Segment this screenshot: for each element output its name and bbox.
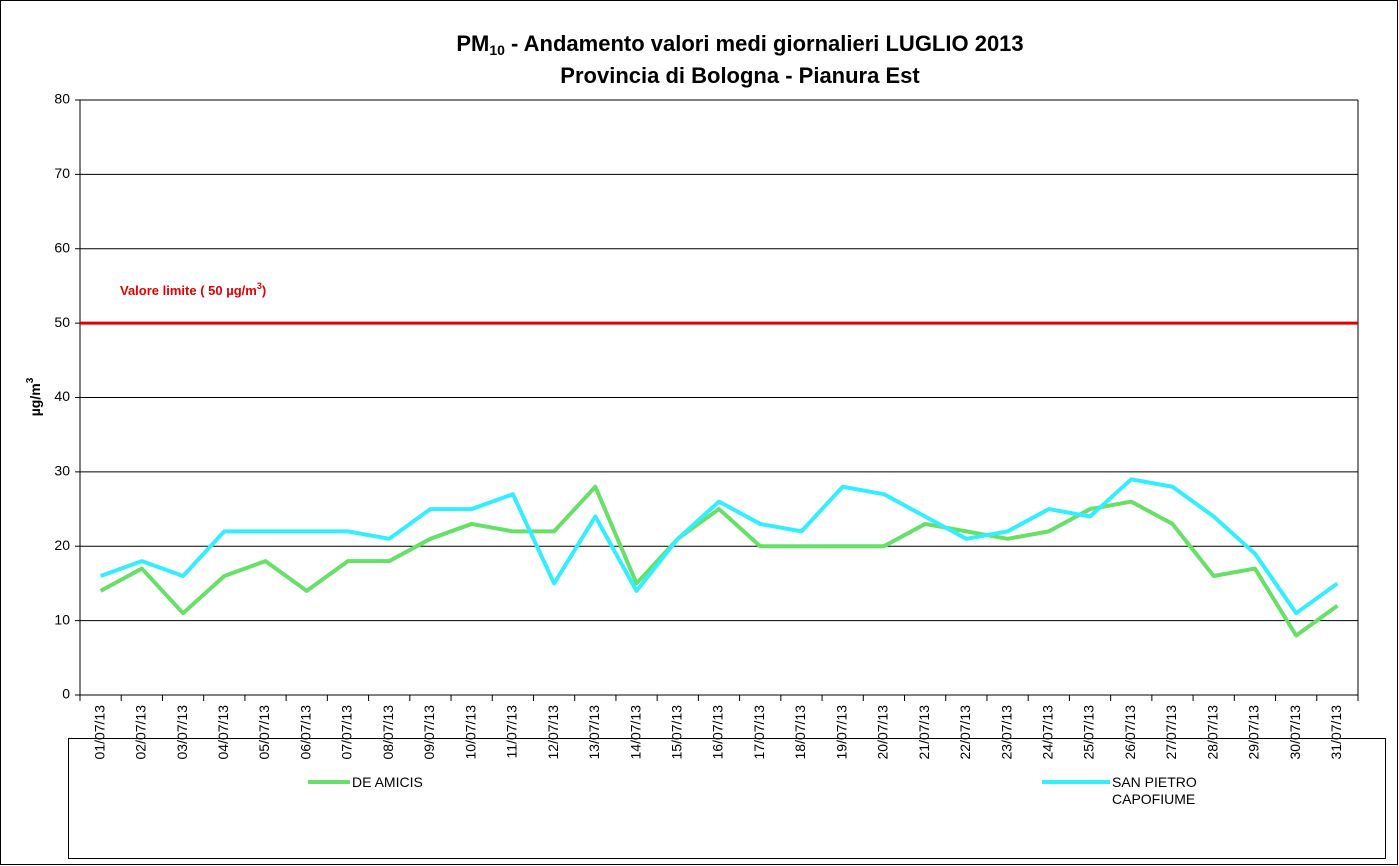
legend-label: DE AMICIS <box>352 774 423 790</box>
limit-label-main: Valore limite ( 50 µg/m <box>120 283 257 298</box>
x-tick-label: 08/07/13 <box>380 705 396 760</box>
y-tick-label: 80 <box>54 91 70 107</box>
x-tick-label: 09/07/13 <box>421 705 437 760</box>
y-tick-label: 70 <box>54 165 70 181</box>
x-tick-label: 10/07/13 <box>462 705 478 760</box>
x-tick-label: 31/07/13 <box>1328 705 1344 760</box>
title-main: PM <box>456 31 489 56</box>
legend-box <box>68 738 1386 859</box>
x-tick-label: 11/07/13 <box>504 705 520 759</box>
y-tick-label: 30 <box>54 463 70 479</box>
x-tick-label: 19/07/13 <box>833 705 849 760</box>
x-tick-label: 03/07/13 <box>174 705 190 760</box>
legend-label: SAN PIETRO CAPOFIUME <box>1112 774 1197 807</box>
title-rest: - Andamento valori medi giornalieri LUGL… <box>505 31 1024 56</box>
y-axis-label: µg/m3 <box>25 377 43 416</box>
x-tick-label: 12/07/13 <box>545 705 561 760</box>
x-tick-label: 07/07/13 <box>339 705 355 760</box>
x-tick-label: 13/07/13 <box>586 705 602 760</box>
x-tick-label: 25/07/13 <box>1081 705 1097 760</box>
x-tick-label: 02/07/13 <box>133 705 149 760</box>
x-tick-label: 26/07/13 <box>1122 705 1138 760</box>
x-tick-label: 30/07/13 <box>1287 705 1303 760</box>
y-tick-label: 20 <box>54 537 70 553</box>
x-tick-label: 15/07/13 <box>668 705 684 760</box>
x-tick-label: 27/07/13 <box>1163 705 1179 760</box>
x-tick-label: 06/07/13 <box>297 705 313 760</box>
limit-label-end: ) <box>262 283 266 298</box>
x-tick-label: 01/07/13 <box>91 705 107 760</box>
x-tick-label: 14/07/13 <box>627 705 643 760</box>
limit-label-sup: 3 <box>257 281 262 291</box>
chart-subtitle: Provincia di Bologna - Pianura Est <box>560 63 920 88</box>
x-tick-label: 18/07/13 <box>792 705 808 760</box>
y-tick-label: 10 <box>54 611 70 627</box>
y-tick-label: 40 <box>54 388 70 404</box>
series-line <box>99 477 1339 616</box>
y-label-sup: 3 <box>25 377 36 383</box>
series-line <box>99 484 1339 638</box>
y-tick-label: 60 <box>54 239 70 255</box>
x-tick-label: 23/07/13 <box>998 705 1014 760</box>
y-tick-label: 0 <box>62 686 70 702</box>
x-tick-label: 28/07/13 <box>1204 705 1220 760</box>
title-sub: 10 <box>489 42 505 58</box>
x-tick-label: 24/07/13 <box>1040 705 1056 760</box>
x-tick-label: 04/07/13 <box>215 705 231 760</box>
y-tick-label: 50 <box>54 314 70 330</box>
x-tick-label: 20/07/13 <box>875 705 891 760</box>
limit-label: Valore limite ( 50 µg/m3) <box>120 281 266 298</box>
x-tick-label: 21/07/13 <box>916 705 932 760</box>
y-label-main: µg/m <box>27 383 43 416</box>
x-tick-label: 16/07/13 <box>710 705 726 760</box>
x-tick-label: 22/07/13 <box>957 705 973 760</box>
x-tick-label: 29/07/13 <box>1246 705 1262 760</box>
x-tick-label: 05/07/13 <box>256 705 272 760</box>
chart-title: PM10 - Andamento valori medi giornalieri… <box>456 31 1023 58</box>
x-tick-label: 17/07/13 <box>751 705 767 760</box>
